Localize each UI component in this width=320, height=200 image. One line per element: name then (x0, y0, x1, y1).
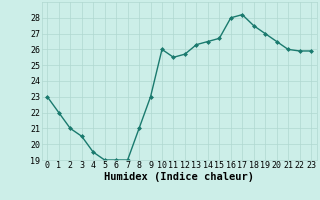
X-axis label: Humidex (Indice chaleur): Humidex (Indice chaleur) (104, 172, 254, 182)
